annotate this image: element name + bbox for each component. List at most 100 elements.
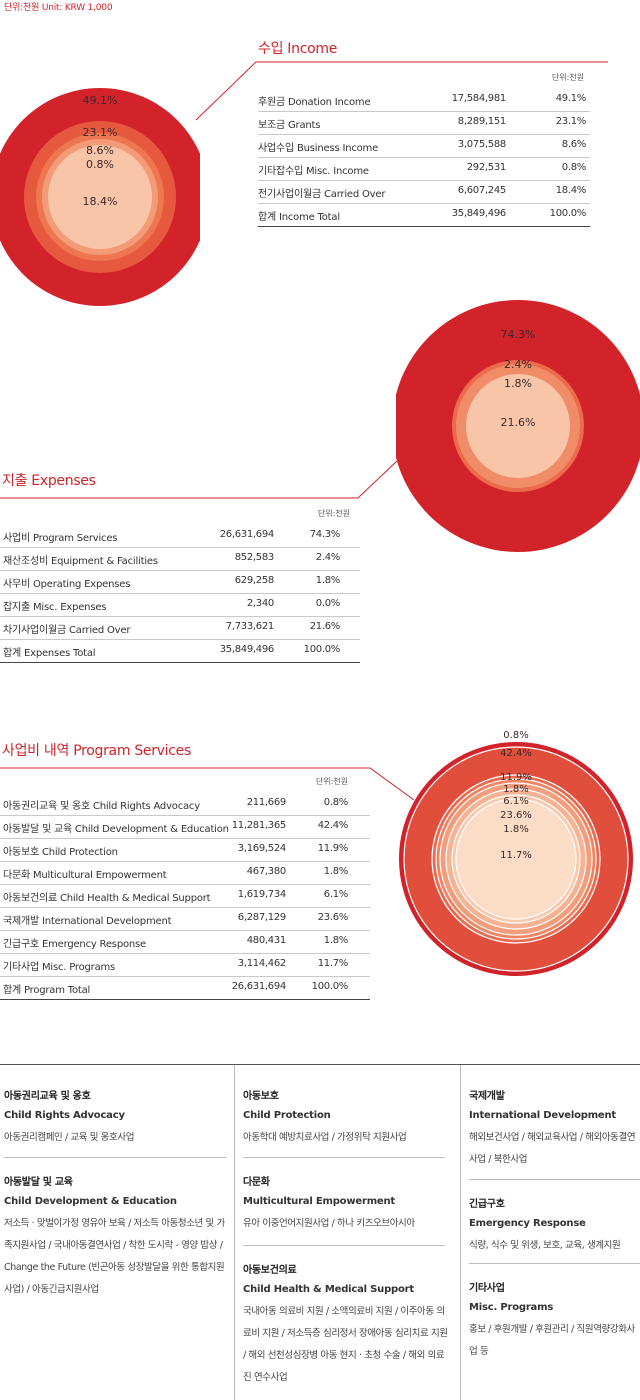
desc-block: 국제개발 International Development 해외보건사업 / … (469, 1087, 639, 1171)
table-row: 다문화 Multicultural Empowerment 467,380 1.… (0, 861, 370, 885)
desc-title-ko: 긴급구호 (469, 1199, 505, 1210)
desc-title-en: Misc. Programs (469, 1302, 554, 1313)
row-label: 다문화 Multicultural Empowerment (3, 870, 167, 881)
row-percent: 8.6% (561, 139, 587, 150)
row-percent: 0.8% (561, 162, 587, 173)
desc-title-ko: 아동발달 및 교육 (4, 1177, 73, 1188)
table-row-total: 합계 Expenses Total 35,849,496 100.0% (0, 639, 360, 663)
row-value: 480,431 (246, 935, 287, 946)
desc-divider (469, 1179, 640, 1180)
table-row: 잡지출 Misc. Expenses 2,340 0.0% (0, 593, 360, 617)
row-value: 3,114,462 (237, 958, 287, 969)
desc-text: 아동권리캠페인 / 교육 및 옹호사업 (4, 1132, 135, 1143)
table-row-total: 합계 Program Total 26,631,694 100.0% (0, 976, 370, 1000)
table-row: 전기사업이월금 Carried Over 6,607,245 18.4% (258, 180, 590, 204)
desc-text: 국내아동 의료비 지원 / 소액의료비 지원 / 이주아동 의료비 지원 / 저… (243, 1306, 448, 1383)
ring-label-5: 6.1% (503, 796, 528, 807)
row-value: 26,631,694 (219, 529, 275, 540)
row-label: 잡지출 Misc. Expenses (3, 602, 107, 613)
row-percent: 11.9% (317, 843, 349, 854)
table-row: 차기사업이월금 Carried Over 7,733,621 21.6% (0, 616, 360, 640)
row-label: 국제개발 International Development (3, 916, 172, 927)
expenses-table: 단위:천원 사업비 Program Services 26,631,694 74… (0, 506, 360, 666)
row-value: 211,669 (246, 797, 287, 808)
row-label: 합계 Program Total (3, 985, 91, 996)
ring-label-2: 42.4% (500, 748, 532, 759)
row-value: 7,733,621 (225, 621, 275, 632)
row-value: 17,584,981 (451, 93, 507, 104)
row-percent: 18.4% (555, 185, 587, 196)
desc-title-en: Child Development & Education (4, 1196, 177, 1207)
table-row: 긴급구호 Emergency Response 480,431 1.8% (0, 930, 370, 954)
row-label: 차기사업이월금 Carried Over (3, 625, 131, 636)
table-row: 사업비 Program Services 26,631,694 74.3% (0, 524, 360, 548)
desc-column-3: 국제개발 International Development 해외보건사업 / … (460, 1065, 640, 1400)
ring-segment-5 (466, 374, 570, 478)
row-label: 보조금 Grants (258, 120, 321, 131)
row-percent: 100.0% (549, 208, 587, 219)
ring-label-1: 49.1% (83, 94, 118, 107)
row-label: 합계 Expenses Total (3, 648, 96, 659)
row-label: 아동발달 및 교육 Child Development & Education (3, 824, 229, 835)
ring-segment-8 (455, 798, 577, 920)
desc-text: 홍보 / 후원개발 / 후원관리 / 직원역량강화사업 등 (469, 1324, 635, 1357)
desc-divider (243, 1157, 445, 1158)
desc-text: 아동학대 예방치료사업 / 가정위탁 지원사업 (243, 1132, 407, 1143)
ring-label-4: 1.8% (503, 784, 528, 795)
ring-label-2: 2.4% (504, 358, 532, 371)
desc-title-ko: 아동보호 (243, 1091, 279, 1102)
row-value: 2,340 (246, 598, 274, 609)
income-unit: 단위:천원 (551, 73, 584, 82)
desc-title-ko: 아동보건의료 (243, 1265, 297, 1276)
row-value: 3,169,524 (237, 843, 287, 854)
table-row: 기타잡수입 Misc. Income 292,531 0.8% (258, 157, 590, 181)
program-descriptions: 아동권리교육 및 옹호 Child Rights Advocacy 아동권리캠페… (0, 1064, 640, 1400)
row-percent: 11.7% (317, 958, 349, 969)
table-row: 사무비 Operating Expenses 629,258 1.8% (0, 570, 360, 594)
desc-title-ko: 다문화 (243, 1177, 270, 1188)
desc-block: 기타사업 Misc. Programs 홍보 / 후원개발 / 후원관리 / 직… (469, 1279, 639, 1363)
desc-divider (4, 1157, 226, 1158)
row-value: 35,849,496 (219, 644, 275, 655)
row-label: 재산조성비 Equipment & Facilities (3, 556, 158, 567)
row-percent: 21.6% (309, 621, 341, 632)
row-label: 합계 Income Total (258, 212, 340, 223)
row-value: 1,619,734 (237, 889, 287, 900)
row-value: 629,258 (234, 575, 275, 586)
row-percent: 6.1% (323, 889, 349, 900)
row-label: 아동보호 Child Protection (3, 847, 118, 858)
table-row: 아동보호 Child Protection 3,169,524 11.9% (0, 838, 370, 862)
table-row-total: 합계 Income Total 35,849,496 100.0% (258, 203, 590, 227)
table-row: 아동보건의료 Child Health & Medical Support 1,… (0, 884, 370, 908)
unit-label-top: 단위:천원 Unit: KRW 1,000 (4, 3, 113, 13)
ring-outline (399, 742, 633, 976)
row-value: 852,583 (234, 552, 275, 563)
row-value: 6,607,245 (457, 185, 507, 196)
row-label: 사업수입 Business Income (258, 143, 379, 154)
ring-label-5: 18.4% (83, 195, 118, 208)
ring-segment-5 (48, 145, 152, 249)
row-value: 292,531 (466, 162, 507, 173)
row-value: 35,849,496 (451, 208, 507, 219)
row-percent: 0.8% (323, 797, 349, 808)
desc-text: 유아 이중언어지원사업 / 하나 키즈오브아시아 (243, 1218, 415, 1229)
row-label: 전기사업이월금 Carried Over (258, 189, 386, 200)
row-label: 후원금 Donation Income (258, 97, 371, 108)
desc-block: 아동권리교육 및 옹호 Child Rights Advocacy 아동권리캠페… (4, 1087, 230, 1149)
desc-column-1: 아동권리교육 및 옹호 Child Rights Advocacy 아동권리캠페… (0, 1065, 234, 1400)
desc-column-2: 아동보호 Child Protection 아동학대 예방치료사업 / 가정위탁… (234, 1065, 453, 1400)
row-label: 아동보건의료 Child Health & Medical Support (3, 893, 211, 904)
expense-connector-line (0, 459, 399, 499)
ring-label-8: 11.7% (500, 850, 532, 861)
desc-text: 식량, 식수 및 위생, 보호, 교육, 생계지원 (469, 1240, 621, 1251)
row-label: 기타사업 Misc. Programs (3, 962, 116, 973)
row-label: 아동권리교육 및 옹호 Child Rights Advocacy (3, 801, 200, 812)
table-row: 보조금 Grants 8,289,151 23.1% (258, 111, 590, 135)
row-label: 사무비 Operating Expenses (3, 579, 131, 590)
ring-label-4: 0.8% (86, 158, 114, 171)
row-value: 8,289,151 (457, 116, 507, 127)
table-row: 아동발달 및 교육 Child Development & Education … (0, 815, 370, 839)
row-percent: 0.0% (315, 598, 341, 609)
table-row: 국제개발 International Development 6,287,129… (0, 907, 370, 931)
desc-title-en: Child Rights Advocacy (4, 1110, 125, 1121)
